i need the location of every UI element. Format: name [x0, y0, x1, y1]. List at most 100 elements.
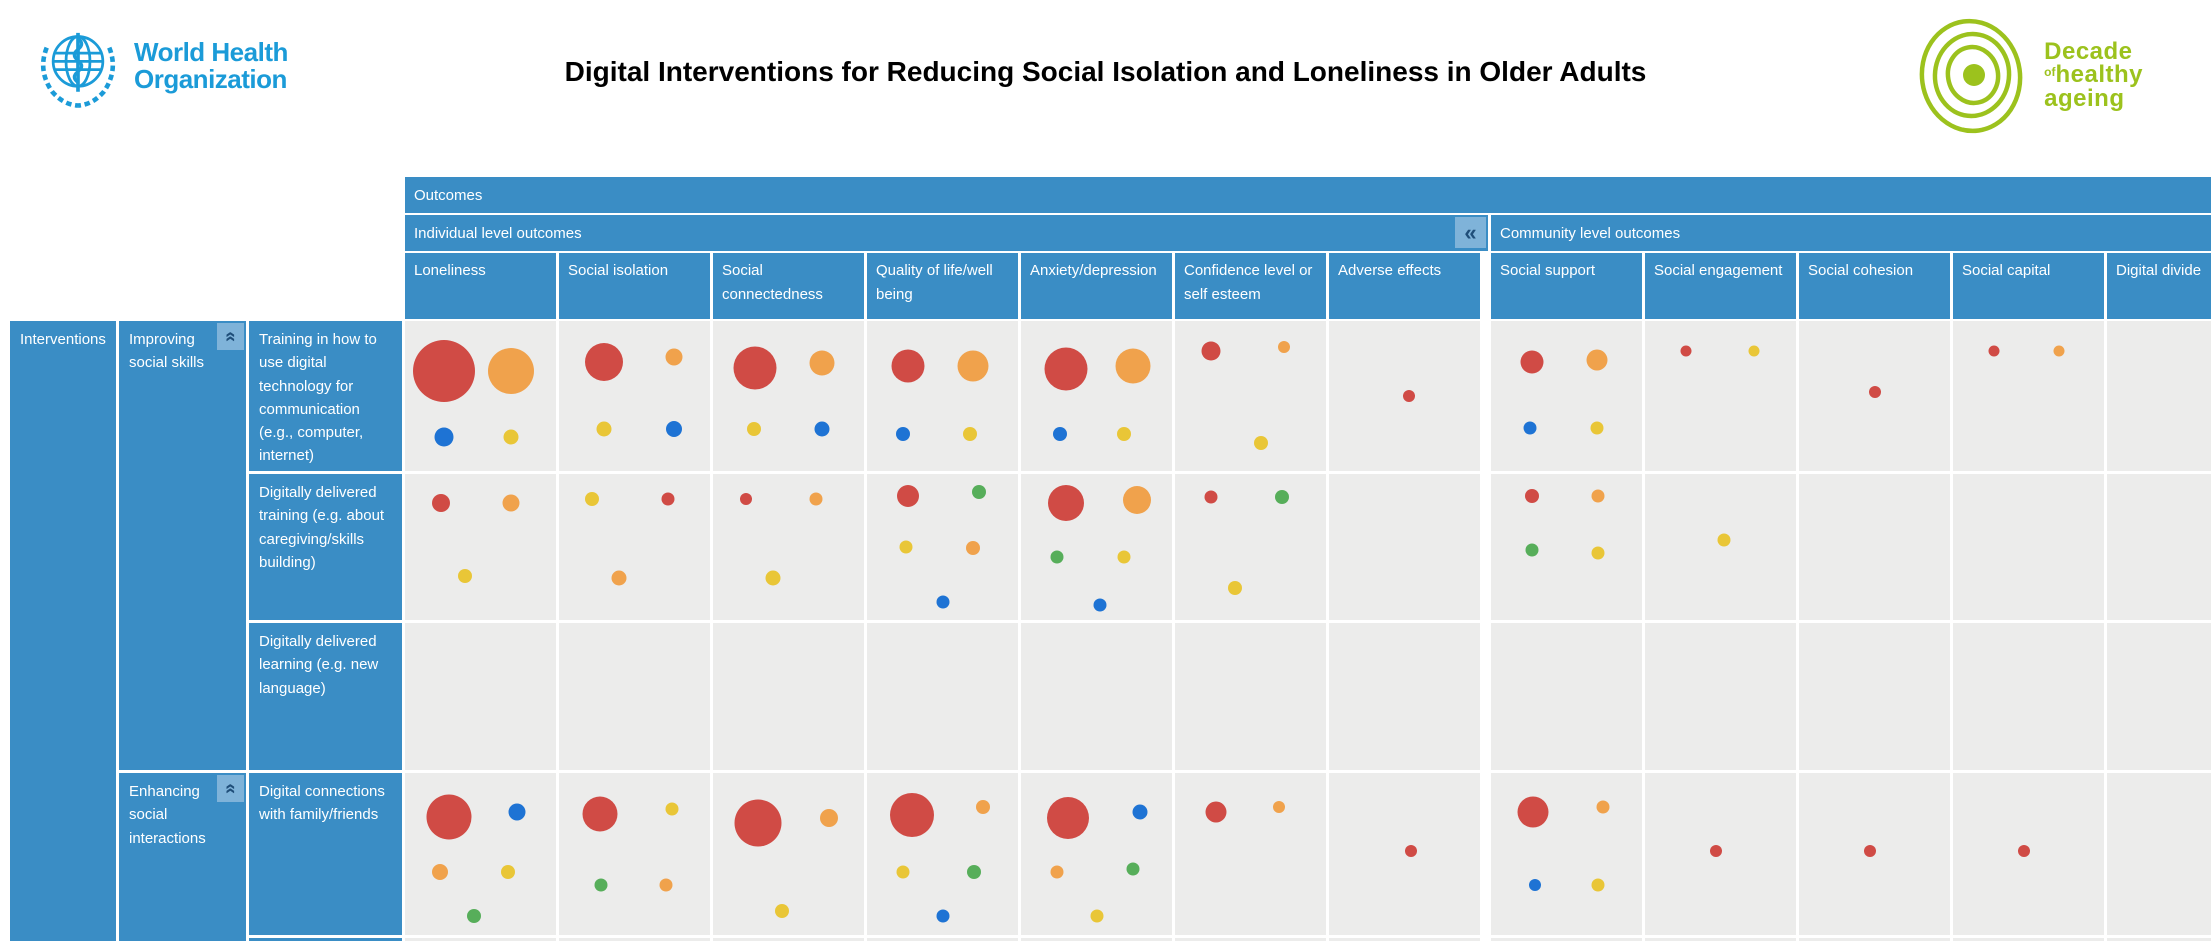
evidence-bubble-red[interactable] [891, 349, 925, 383]
evidence-bubble-green[interactable] [467, 908, 482, 923]
evidence-bubble-orange[interactable] [957, 350, 989, 382]
evidence-bubble-red[interactable] [1868, 385, 1881, 398]
evidence-bubble-orange[interactable] [611, 570, 627, 586]
evidence-bubble-yellow[interactable] [1117, 550, 1131, 564]
evidence-bubble-blue[interactable] [665, 421, 682, 437]
evidence-bubble-red[interactable] [2017, 844, 2030, 857]
evidence-bubble-orange[interactable] [1115, 348, 1151, 384]
evidence-bubble-red[interactable] [661, 492, 675, 506]
evidence-bubble-red[interactable] [1863, 844, 1876, 857]
evidence-bubble-yellow[interactable] [503, 429, 519, 444]
evidence-bubble-red[interactable] [1988, 345, 2000, 357]
evidence-bubble-orange[interactable] [1273, 801, 1286, 814]
evidence-bubble-orange[interactable] [659, 878, 673, 892]
outcomes-band: Outcomes [405, 177, 2211, 213]
evidence-bubble-yellow[interactable] [596, 421, 612, 437]
evidence-bubble-red[interactable] [1046, 797, 1089, 840]
evidence-bubble-red[interactable] [1048, 485, 1085, 522]
evidence-bubble-orange[interactable] [1123, 486, 1152, 515]
evidence-bubble-blue[interactable] [1053, 426, 1068, 441]
evidence-bubble-yellow[interactable] [1591, 546, 1605, 560]
evidence-bubble-red[interactable] [1709, 844, 1722, 857]
matrix-cell [1799, 623, 1950, 770]
evidence-bubble-orange[interactable] [1591, 489, 1605, 503]
evidence-bubble-blue[interactable] [1132, 804, 1148, 820]
evidence-bubble-red[interactable] [426, 794, 472, 840]
evidence-bubble-orange[interactable] [1277, 340, 1290, 353]
evidence-bubble-red[interactable] [1403, 390, 1416, 402]
evidence-bubble-orange[interactable] [665, 348, 683, 366]
evidence-bubble-blue[interactable] [1528, 878, 1541, 891]
evidence-bubble-yellow[interactable] [665, 802, 679, 816]
evidence-bubble-red[interactable] [1524, 488, 1539, 503]
evidence-bubble-orange[interactable] [487, 347, 534, 394]
evidence-bubble-blue[interactable] [814, 421, 830, 437]
evidence-bubble-red[interactable] [1044, 347, 1088, 391]
evidence-bubble-orange[interactable] [976, 800, 991, 815]
evidence-bubble-red[interactable] [1517, 796, 1549, 828]
evidence-bubble-yellow[interactable] [585, 491, 600, 506]
evidence-bubble-yellow[interactable] [1090, 909, 1103, 923]
evidence-bubble-blue[interactable] [434, 427, 454, 446]
evidence-bubble-yellow[interactable] [500, 864, 515, 879]
intervention-row-label: Training in how to use digital technolog… [249, 321, 402, 471]
evidence-bubble-blue[interactable] [936, 595, 949, 609]
matrix-cell [2107, 773, 2211, 935]
evidence-bubble-orange[interactable] [1050, 865, 1064, 879]
evidence-bubble-yellow[interactable] [1717, 533, 1731, 547]
evidence-bubble-green[interactable] [594, 878, 608, 892]
evidence-bubble-yellow[interactable] [962, 426, 977, 441]
evidence-bubble-red[interactable] [890, 793, 935, 838]
evidence-bubble-blue[interactable] [896, 426, 911, 441]
evidence-bubble-blue[interactable] [936, 909, 949, 923]
evidence-bubble-red[interactable] [582, 796, 618, 831]
evidence-bubble-orange[interactable] [502, 494, 520, 512]
collapse-row-group-button[interactable]: « [217, 323, 244, 350]
evidence-bubble-green[interactable] [971, 484, 986, 499]
evidence-bubble-yellow[interactable] [1590, 421, 1604, 434]
evidence-bubble-orange[interactable] [1586, 349, 1608, 371]
evidence-bubble-red[interactable] [1520, 350, 1544, 373]
evidence-bubble-red[interactable] [1680, 345, 1692, 357]
evidence-bubble-red[interactable] [740, 492, 753, 505]
evidence-bubble-yellow[interactable] [1748, 345, 1760, 357]
evidence-bubble-orange[interactable] [431, 863, 448, 880]
evidence-bubble-orange[interactable] [1596, 800, 1610, 814]
evidence-bubble-blue[interactable] [1523, 421, 1537, 434]
evidence-bubble-red[interactable] [733, 346, 777, 389]
evidence-bubble-red[interactable] [1404, 844, 1417, 857]
evidence-bubble-blue[interactable] [1093, 598, 1107, 612]
evidence-bubble-green[interactable] [1275, 490, 1290, 505]
evidence-bubble-yellow[interactable] [746, 422, 761, 436]
evidence-bubble-red[interactable] [585, 342, 624, 381]
matrix-cell-partial [713, 938, 864, 941]
evidence-bubble-yellow[interactable] [896, 865, 910, 879]
evidence-bubble-red[interactable] [413, 339, 476, 402]
evidence-bubble-orange[interactable] [820, 809, 839, 828]
evidence-bubble-orange[interactable] [809, 350, 835, 376]
evidence-bubble-orange[interactable] [809, 492, 823, 506]
evidence-bubble-yellow[interactable] [1591, 878, 1605, 892]
evidence-bubble-yellow[interactable] [775, 903, 790, 918]
evidence-bubble-green[interactable] [1126, 862, 1140, 876]
evidence-bubble-yellow[interactable] [1116, 426, 1131, 441]
evidence-bubble-red[interactable] [1204, 490, 1218, 504]
evidence-bubble-orange[interactable] [2053, 345, 2065, 357]
evidence-bubble-red[interactable] [734, 799, 782, 847]
evidence-bubble-yellow[interactable] [765, 570, 781, 586]
evidence-bubble-yellow[interactable] [458, 569, 473, 584]
evidence-bubble-green[interactable] [967, 864, 982, 879]
evidence-bubble-red[interactable] [896, 484, 919, 507]
evidence-bubble-red[interactable] [1201, 341, 1221, 361]
evidence-bubble-green[interactable] [1525, 543, 1539, 557]
evidence-bubble-green[interactable] [1050, 550, 1064, 564]
evidence-bubble-blue[interactable] [508, 803, 526, 821]
collapse-row-group-button[interactable]: « [217, 775, 244, 802]
evidence-bubble-yellow[interactable] [899, 540, 913, 554]
evidence-bubble-red[interactable] [1205, 801, 1227, 823]
evidence-bubble-yellow[interactable] [1254, 435, 1269, 450]
evidence-bubble-red[interactable] [432, 494, 451, 513]
collapse-individual-outcomes-button[interactable]: « [1455, 217, 1486, 248]
evidence-bubble-orange[interactable] [965, 541, 980, 556]
evidence-bubble-yellow[interactable] [1228, 580, 1243, 595]
